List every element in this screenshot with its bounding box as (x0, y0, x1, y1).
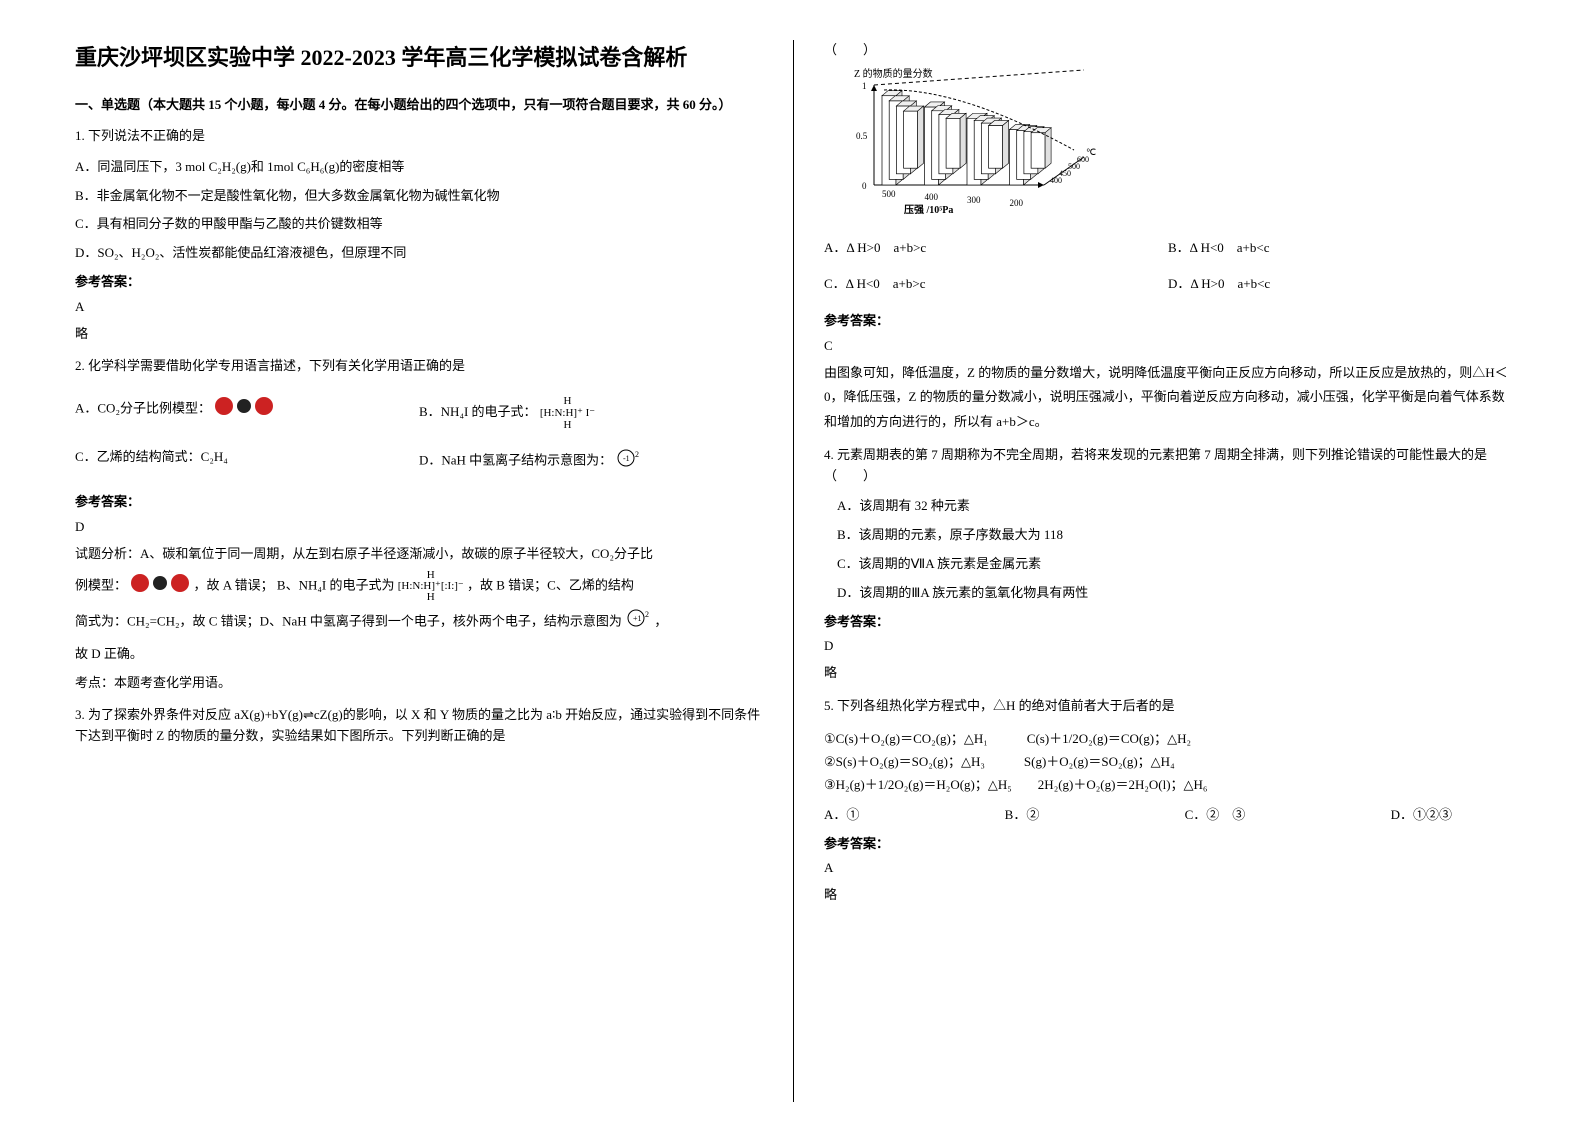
svg-text:+1: +1 (633, 614, 642, 623)
q2-opt-d: D．NaH 中氢离子结构示意图为： -1 2 (419, 447, 763, 476)
q3-opt-d: D．Δ H>0 a+b<c (1168, 274, 1512, 295)
svg-text:300: 300 (967, 195, 981, 205)
hydride-ion-icon: -1 2 (615, 447, 641, 476)
q3-paren: （ ） (824, 40, 1512, 61)
q5-note: 略 (824, 883, 1512, 908)
svg-text:0.5: 0.5 (856, 131, 868, 141)
answer-label: 参考答案： (824, 311, 1512, 332)
q3-opt-c: C．Δ H<0 a+b>c (824, 274, 1168, 295)
q5-eq2: ②S(s)＋O₂(g)＝SO₂(g)；△H₃ S(g)＋O₂(g)＝SO₂(g)… (824, 750, 1512, 773)
q2-exp3-pre: 简式为：CH₂=CH₂，故 C 错误；D、NaH 中氢离子得到一个电子，核外两个… (75, 614, 622, 629)
hydride-ion-icon-2: +12 (625, 607, 651, 638)
q2-exp5: 考点：本题考查化学用语。 (75, 671, 763, 696)
q5-eq1: ①C(s)＋O₂(g)＝CO₂(g)；△H₁ C(s)＋1/2O₂(g)＝CO(… (824, 727, 1512, 750)
co2-model-icon (214, 395, 274, 424)
q2-exp2: 例模型： ，故 A 错误； B、NH₄I 的电子式为 H [H:N:H]⁺[:I… (75, 570, 763, 603)
q1-note: 略 (75, 322, 763, 347)
q4-answer: D (824, 636, 1512, 657)
svg-text:-1: -1 (623, 454, 630, 463)
q2-opt-b: B．NH₄I 的电子式： H [H:N:H]⁺ I⁻ H (419, 395, 763, 431)
q2-opt-c: C．乙烯的结构简式：C₂H₄ (75, 447, 419, 476)
q5-eq3: ③H₂(g)＋1/2O₂(g)＝H₂O(g)；△H₅ 2H₂(g)＋O₂(g)＝… (824, 773, 1512, 796)
column-divider (793, 40, 794, 1102)
q3-opt-a: A．Δ H>0 a+b>c (824, 238, 1168, 259)
q5-opt-a: A．① (824, 805, 859, 826)
answer-label: 参考答案： (824, 612, 1512, 633)
q2-d-text: D．NaH 中氢离子结构示意图为： (419, 453, 612, 468)
q2-a-text: A．CO₂分子比例模型： (75, 400, 211, 415)
q2-exp4: 故 D 正确。 (75, 642, 763, 667)
q3-exp: 由图象可知，降低温度，Z 的物质的量分数增大，说明降低温度平衡向正反应方向移动，… (824, 361, 1512, 435)
q2-exp2-mid: ，故 A 错误； B、NH₄I 的电子式为 (194, 578, 395, 593)
q1-stem: 1. 下列说法不正确的是 (75, 126, 763, 147)
q2-exp2-post: ，故 B 错误；C、乙烯的结构 (467, 578, 634, 593)
left-column: 重庆沙坪坝区实验中学 2022-2023 学年高三化学模拟试卷含解析 一、单选题… (50, 40, 788, 1102)
q3-stem: 3. 为了探索外界条件对反应 aX(g)+bY(g)⇌cZ(g)的影响，以 X … (75, 705, 763, 747)
nh4i-formula-line: [H:N:H]⁺ I⁻ (540, 407, 595, 419)
question-4: 4. 元素周期表的第 7 周期称为不完全周期，若将来发现的元素把第 7 周期全排… (824, 445, 1512, 487)
q1-opt-d: D．SO₂、H₂O₂、活性炭都能使品红溶液褪色，但原理不同 (75, 243, 763, 264)
answer-label: 参考答案： (75, 492, 763, 513)
svg-text:1: 1 (862, 81, 867, 91)
nh4i-formula: H [H:N:H]⁺ I⁻ H (540, 395, 595, 431)
svg-text:℃: ℃ (1086, 147, 1096, 157)
q2-exp3: 简式为：CH₂=CH₂，故 C 错误；D、NaH 中氢离子得到一个电子，核外两个… (75, 607, 763, 638)
svg-text:400: 400 (925, 192, 939, 202)
question-2: 2. 化学科学需要借助化学专用语言描述，下列有关化学用语正确的是 (75, 356, 763, 377)
q2-opt-a: A．CO₂分子比例模型： (75, 395, 419, 431)
svg-text:2: 2 (645, 610, 649, 619)
q3-opt-b: B．Δ H<0 a+b<c (1168, 238, 1512, 259)
q2-b-text: B．NH₄I 的电子式： (419, 404, 537, 419)
q2-exp3-post: ， (654, 614, 667, 629)
q5-opt-c: C．② ③ (1185, 805, 1246, 826)
svg-text:压强 /10⁵Pa: 压强 /10⁵Pa (904, 204, 953, 215)
svg-text:Z 的物质的量分数: Z 的物质的量分数 (854, 67, 933, 80)
q4-opt-d: D．该周期的ⅢA 族元素的氢氧化物具有两性 (824, 583, 1512, 604)
co2-model-icon-2 (130, 572, 190, 603)
q4-opt-a: A．该周期有 32 种元素 (824, 496, 1512, 517)
section-header: 一、单选题（本大题共 15 个小题，每小题 4 分。在每小题给出的四个选项中，只… (75, 95, 763, 116)
exam-title: 重庆沙坪坝区实验中学 2022-2023 学年高三化学模拟试卷含解析 (75, 40, 763, 75)
q2-stem: 2. 化学科学需要借助化学专用语言描述，下列有关化学用语正确的是 (75, 356, 763, 377)
q5-opt-d: D．①②③ (1391, 805, 1452, 826)
q5-opt-b: B．② (1005, 805, 1040, 826)
q5-equations: ①C(s)＋O₂(g)＝CO₂(g)；△H₁ C(s)＋1/2O₂(g)＝CO(… (824, 727, 1512, 797)
svg-text:500: 500 (882, 189, 896, 199)
q3-answer: C (824, 336, 1512, 357)
q1-opt-b: B．非金属氧化物不一定是酸性氧化物，但大多数金属氧化物为碱性氧化物 (75, 186, 763, 207)
q5-stem: 5. 下列各组热化学方程式中，△H 的绝对值前者大于后者的是 (824, 696, 1512, 717)
q2-answer: D (75, 517, 763, 538)
q4-stem: 4. 元素周期表的第 7 周期称为不完全周期，若将来发现的元素把第 7 周期全排… (824, 445, 1512, 487)
question-1: 1. 下列说法不正确的是 (75, 126, 763, 147)
q3-chart: Z 的物质的量分数00.51500400300200压强 /10⁵Pa40045… (844, 65, 1104, 215)
question-3: 3. 为了探索外界条件对反应 aX(g)+bY(g)⇌cZ(g)的影响，以 X … (75, 705, 763, 747)
right-column: （ ） Z 的物质的量分数 0 0.5 1 500 400 300 200 压强 /10⁵Pa 4… (799, 40, 1537, 1102)
answer-label: 参考答案： (75, 272, 763, 293)
nh4i-formula-2: H [H:N:H]⁺[:I:]⁻ H (398, 570, 464, 603)
q4-opt-c: C．该周期的ⅦA 族元素是金属元素 (824, 554, 1512, 575)
q4-note: 略 (824, 661, 1512, 686)
q1-answer: A (75, 297, 763, 318)
q5-answer: A (824, 858, 1512, 879)
question-5: 5. 下列各组热化学方程式中，△H 的绝对值前者大于后者的是 (824, 696, 1512, 717)
svg-text:2: 2 (635, 450, 639, 459)
answer-label: 参考答案： (824, 834, 1512, 855)
svg-text:0: 0 (862, 181, 867, 191)
q1-opt-a: A．同温同压下，3 mol C₂H₂(g)和 1mol C₆H₆(g)的密度相等 (75, 157, 763, 178)
q4-opt-b: B．该周期的元素，原子序数最大为 118 (824, 525, 1512, 546)
q2-exp1: 试题分析：A、碳和氧位于同一周期，从左到右原子半径逐渐减小，故碳的原子半径较大，… (75, 542, 763, 567)
svg-text:200: 200 (1010, 198, 1024, 208)
q1-opt-c: C．具有相同分子数的甲酸甲酯与乙酸的共价键数相等 (75, 214, 763, 235)
q2-exp2-pre: 例模型： (75, 578, 127, 593)
